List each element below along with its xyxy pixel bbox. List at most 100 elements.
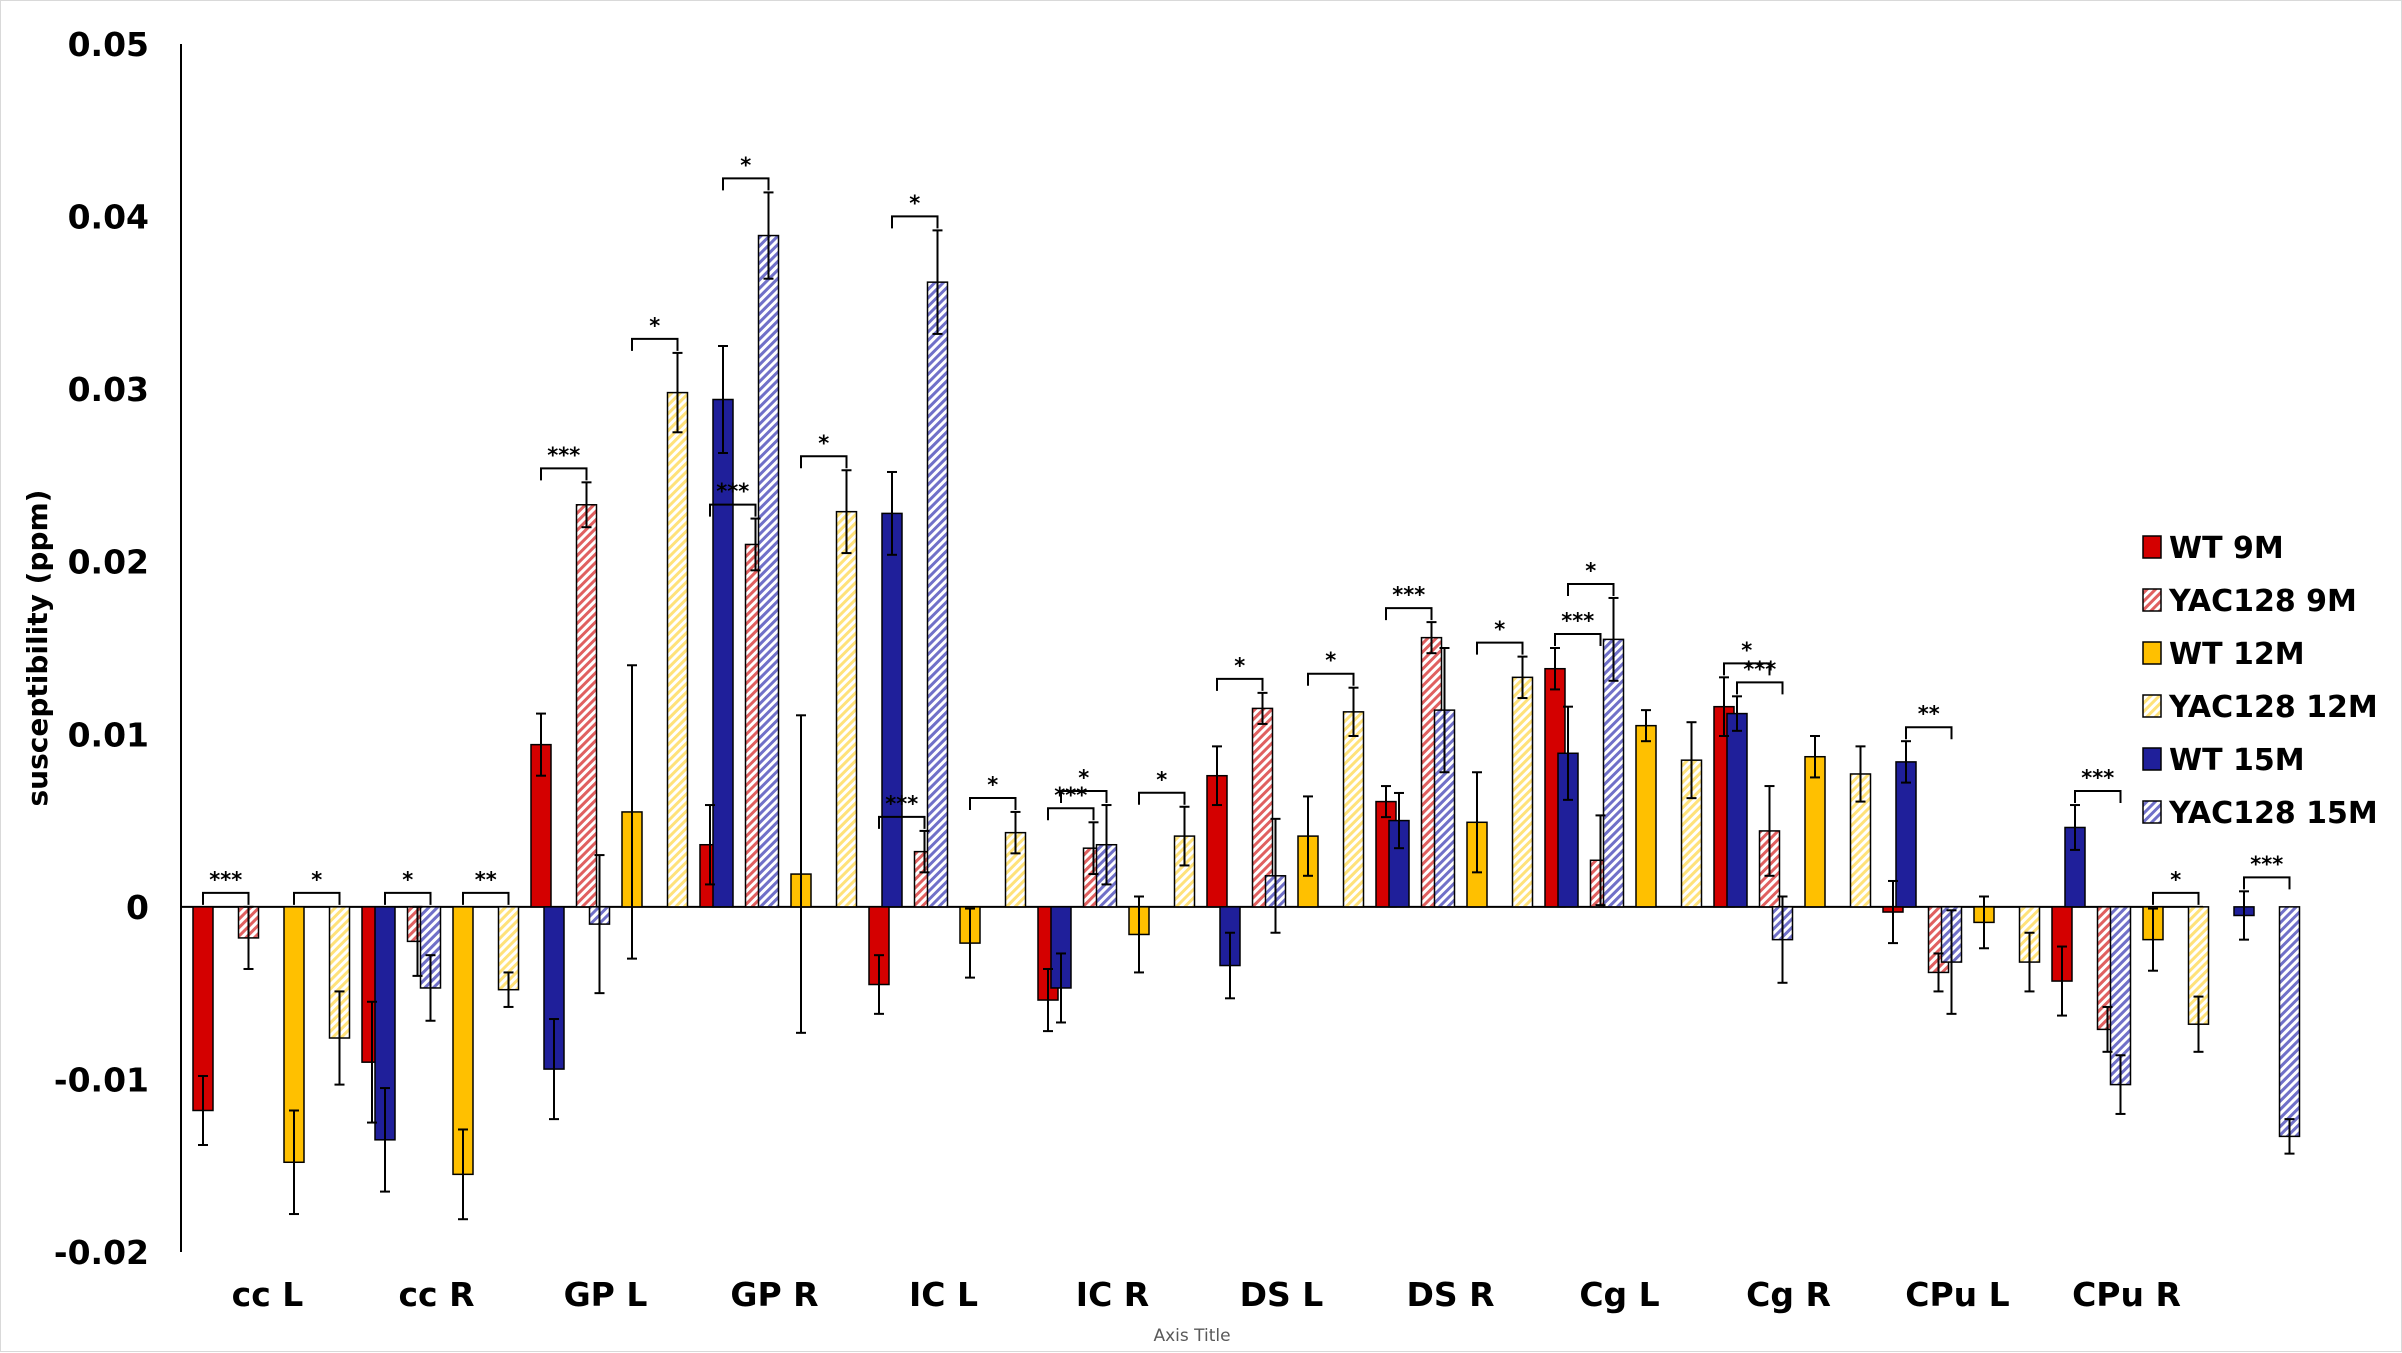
- significance-bracket: [878, 815, 926, 829]
- significance-markers: *** * * **************** ****** *************…: [202, 153, 2291, 905]
- significance-label: *: [1078, 766, 1089, 790]
- significance-bracket: [1060, 790, 1108, 804]
- category-label: GP R: [730, 1275, 818, 1314]
- significance-bracket: [1216, 677, 1264, 691]
- significance-label: *: [402, 868, 413, 892]
- legend-swatch: [2142, 800, 2162, 824]
- bar-yac128-12m: [1511, 676, 1534, 908]
- significance-label: *: [1585, 559, 1596, 583]
- significance-label: *: [311, 868, 322, 892]
- y-tick-label: 0.05: [68, 25, 149, 64]
- significance-bracket: [384, 891, 432, 905]
- significance-label: ***: [1743, 657, 1776, 681]
- category-label: CPu L: [1905, 1275, 2009, 1314]
- bar-wt-12m: [1804, 755, 1826, 908]
- legend-swatch: [2142, 641, 2162, 665]
- y-tick-label: -0.02: [54, 1233, 149, 1272]
- category-label: cc R: [398, 1275, 474, 1314]
- significance-bracket: [2152, 891, 2200, 905]
- legend-label: YAC128 12M: [2168, 690, 2378, 725]
- significance-label: *: [1494, 618, 1505, 642]
- significance-label: *: [1325, 649, 1336, 673]
- significance-bracket: [1138, 791, 1186, 805]
- category-label: DS L: [1240, 1275, 1324, 1314]
- significance-bracket: [1307, 672, 1355, 686]
- significance-bracket: [891, 215, 939, 229]
- bar-wt-15m: [881, 512, 903, 908]
- significance-label: **: [475, 868, 497, 892]
- axes: 0.05 0.04 0.03 0.02 0.01 0 -0.01 -0.02 cc L cc R G…: [54, 25, 2203, 1314]
- significance-label: *: [987, 773, 998, 797]
- significance-bracket: [1385, 607, 1433, 621]
- category-label: CPu R: [2072, 1275, 2181, 1314]
- significance-bracket: [1905, 726, 1953, 740]
- bar-wt-12m: [1635, 724, 1657, 908]
- significance-label: *: [2170, 868, 2181, 892]
- bars: [192, 234, 2301, 1176]
- significance-label: *: [740, 153, 751, 177]
- y-tick-label: 0.01: [68, 715, 149, 754]
- category-label: DS R: [1406, 1275, 1494, 1314]
- significance-label: ***: [209, 868, 242, 892]
- significance-bracket: [293, 891, 341, 905]
- significance-bracket: [1567, 582, 1615, 596]
- legend-label: YAC128 9M: [2168, 584, 2357, 619]
- significance-bracket: [631, 337, 679, 351]
- category-label: IC R: [1076, 1275, 1149, 1314]
- significance-bracket: [1554, 633, 1602, 646]
- significance-bracket: [540, 467, 588, 481]
- bar-yac128-12m: [666, 391, 689, 908]
- category-label: cc L: [232, 1275, 304, 1314]
- x-axis-title: Axis Title: [1153, 1326, 1230, 1346]
- error-bars: [198, 191, 2295, 1221]
- legend-label: WT 9M: [2169, 531, 2284, 566]
- significance-bracket: [1476, 641, 1524, 655]
- legend-swatch: [2142, 694, 2162, 718]
- y-tick-label: 0.03: [68, 370, 149, 409]
- legend-label: WT 15M: [2169, 743, 2305, 778]
- significance-bracket: [2074, 790, 2122, 804]
- legend-swatch: [2142, 747, 2162, 771]
- legend-label: WT 12M: [2169, 637, 2305, 672]
- significance-label: ***: [547, 443, 580, 467]
- category-label: Cg L: [1579, 1275, 1659, 1314]
- significance-bracket: [1723, 662, 1771, 676]
- significance-label: *: [1741, 638, 1752, 662]
- category-label: Cg R: [1746, 1275, 1831, 1314]
- category-label: GP L: [564, 1275, 648, 1314]
- significance-label: ***: [2250, 852, 2283, 876]
- significance-label: **: [1918, 702, 1940, 726]
- bar-wt-15m: [1895, 761, 1917, 908]
- significance-label: *: [818, 431, 829, 455]
- bar-yac128-12m: [1342, 711, 1365, 908]
- y-axis-title: susceptibility (ppm): [21, 490, 54, 807]
- y-tick-label: -0.01: [54, 1060, 149, 1099]
- bar-yac128-9m: [575, 504, 598, 908]
- significance-bracket: [722, 177, 770, 191]
- significance-bracket: [800, 455, 848, 469]
- significance-label: *: [909, 191, 920, 215]
- significance-label: ***: [1561, 609, 1594, 633]
- significance-bracket: [969, 796, 1017, 810]
- bar-wt-15m: [1726, 712, 1748, 908]
- significance-label: *: [649, 314, 660, 338]
- bar-wt-15m: [712, 398, 734, 908]
- significance-label: *: [1156, 768, 1167, 792]
- legend-label: YAC128 15M: [2168, 796, 2378, 831]
- significance-label: ***: [2081, 766, 2114, 790]
- y-tick-label: 0: [126, 888, 149, 927]
- significance-bracket: [462, 891, 510, 905]
- category-label: IC L: [909, 1275, 978, 1314]
- significance-bracket: [709, 503, 757, 517]
- significance-bracket: [1047, 807, 1095, 821]
- bar-yac128-15m: [757, 234, 780, 908]
- bar-yac128-15m: [926, 281, 949, 908]
- significance-label: *: [1234, 654, 1245, 678]
- significance-label: ***: [716, 480, 749, 504]
- significance-label: ***: [885, 792, 918, 816]
- significance-label: ***: [1054, 783, 1087, 807]
- significance-bracket: [2243, 876, 2291, 890]
- bar-yac128-12m: [835, 510, 858, 908]
